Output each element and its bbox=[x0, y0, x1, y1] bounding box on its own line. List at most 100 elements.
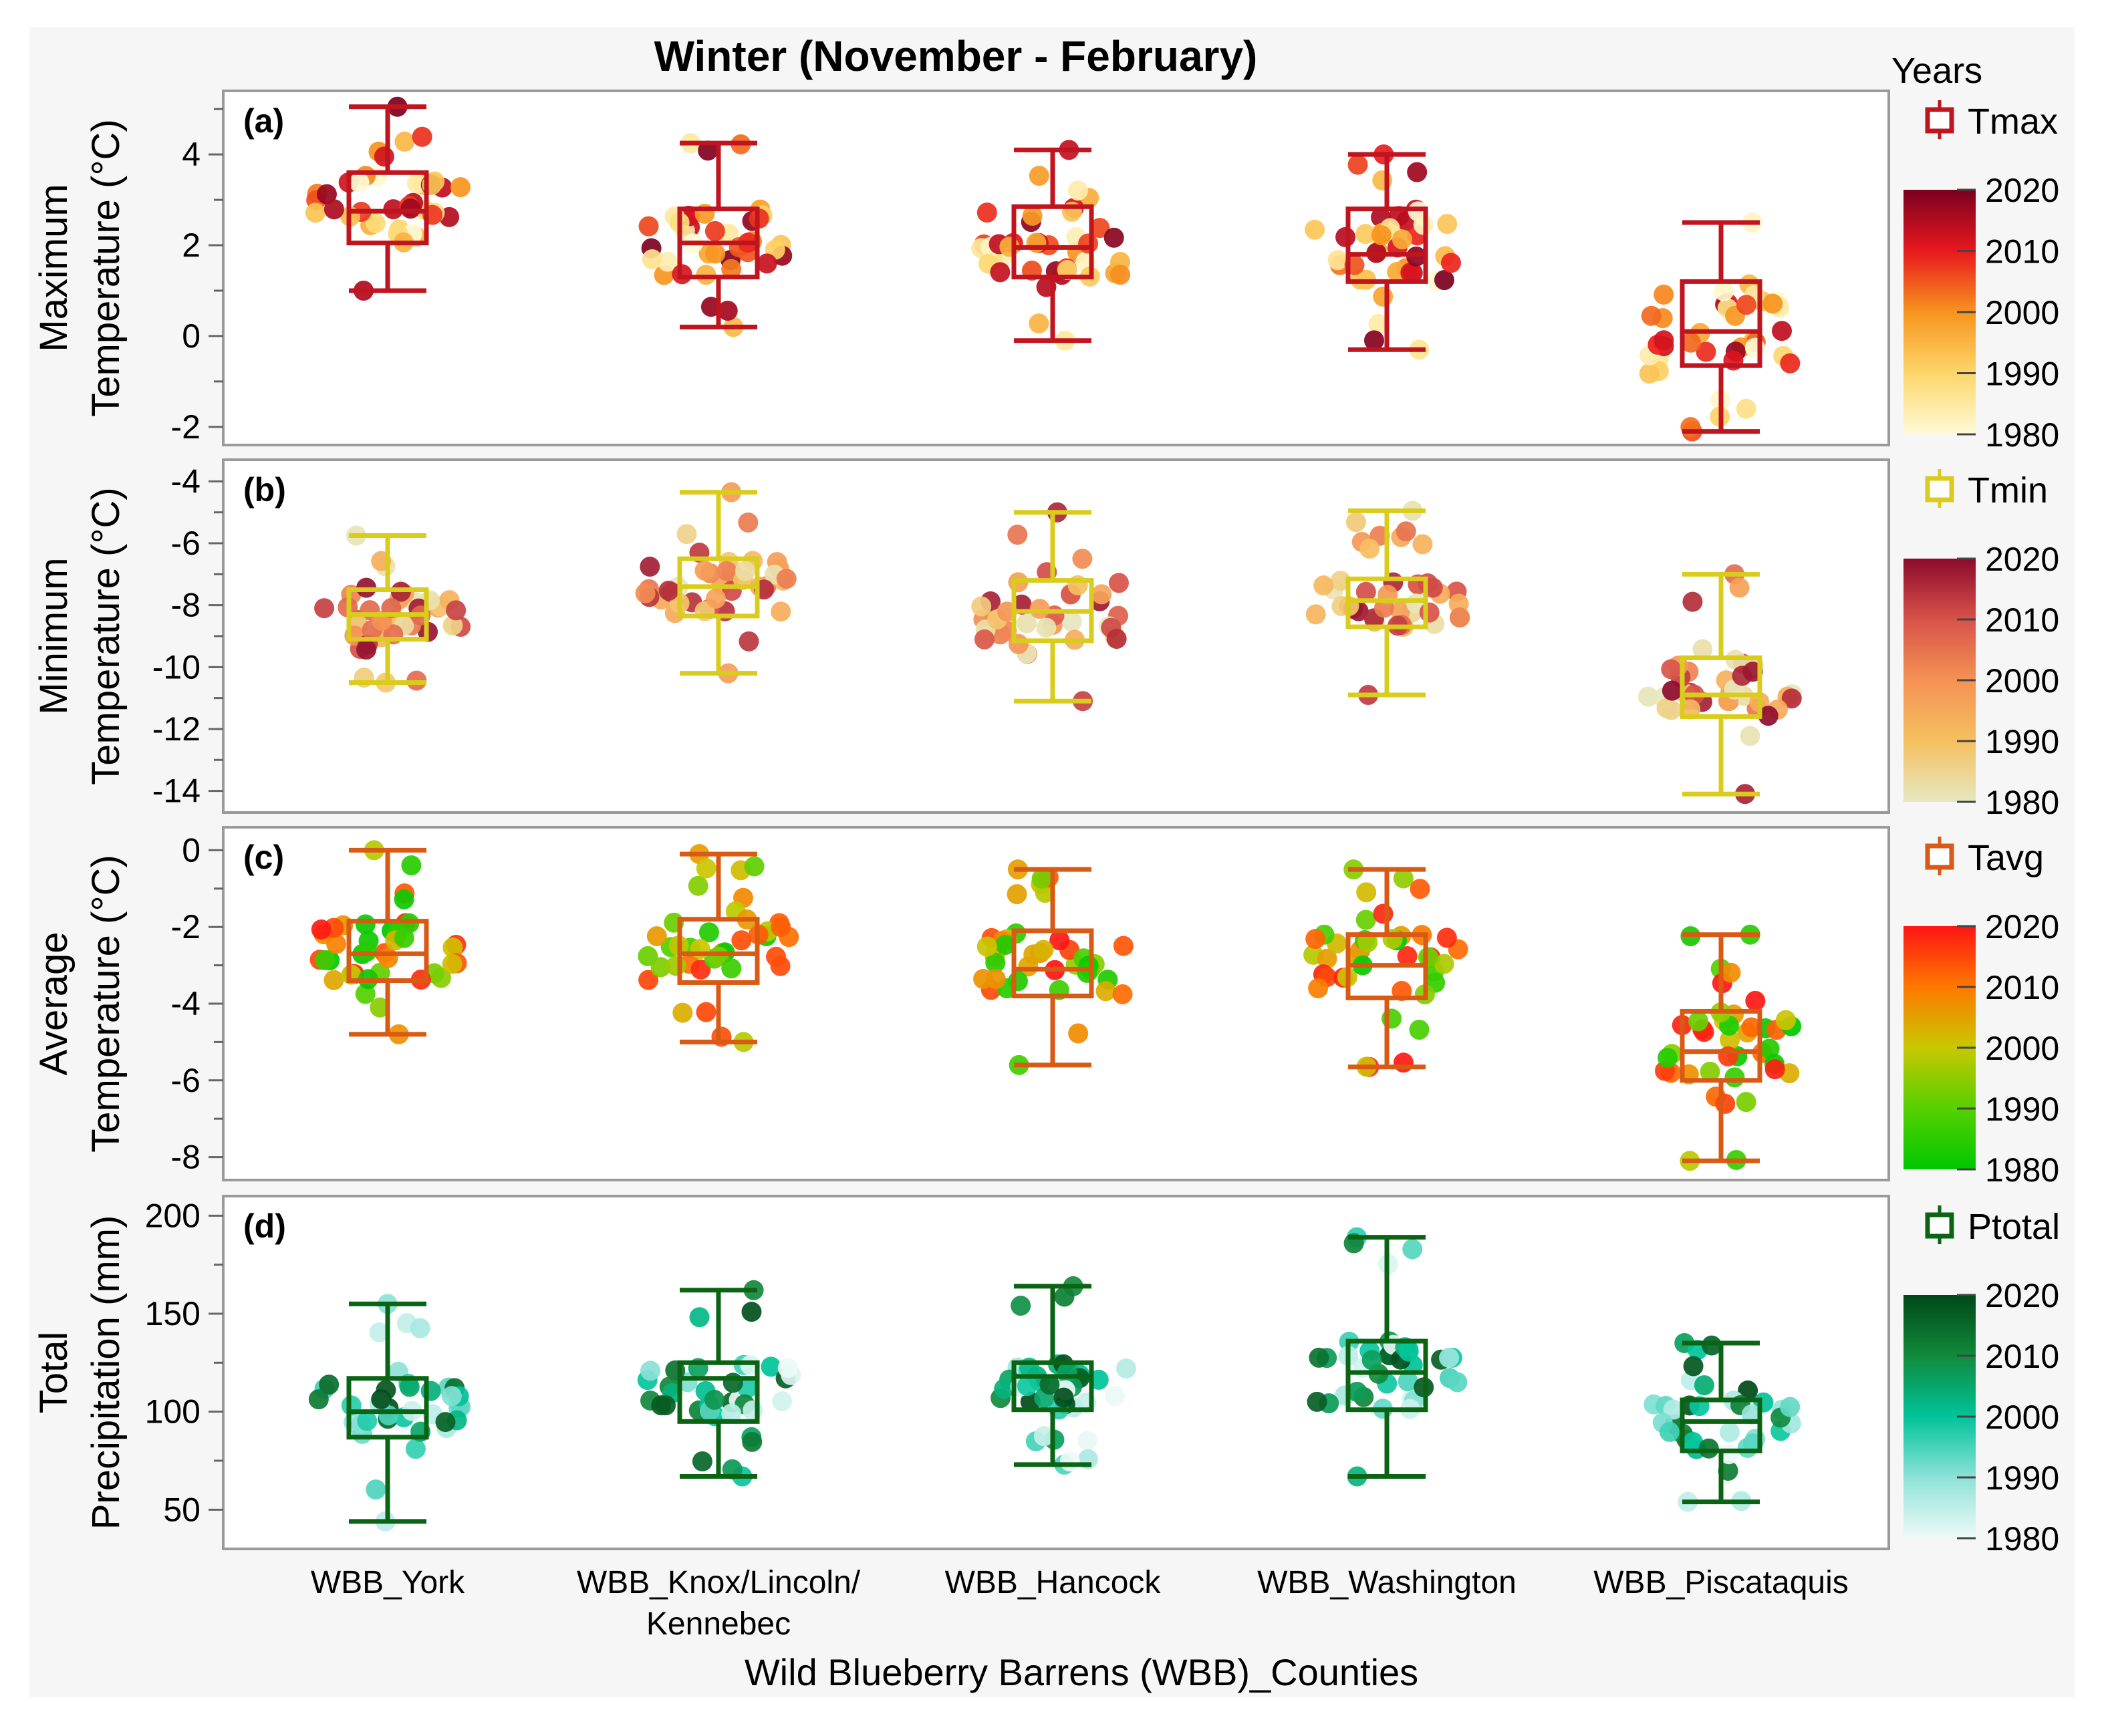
data-point bbox=[1398, 1341, 1419, 1362]
data-point bbox=[705, 243, 726, 264]
y-axis-label: Maximum bbox=[32, 184, 76, 351]
data-point bbox=[676, 524, 697, 545]
y-axis-label: Temperature (°C) bbox=[84, 487, 128, 784]
data-point bbox=[741, 1302, 762, 1322]
panel-tag: (b) bbox=[243, 471, 286, 509]
data-point bbox=[323, 970, 344, 990]
box-tmin-3 bbox=[971, 502, 1129, 712]
data-point bbox=[442, 954, 463, 974]
data-point bbox=[441, 1386, 462, 1407]
data-point bbox=[1683, 1356, 1704, 1377]
data-point bbox=[1029, 313, 1049, 334]
data-point bbox=[776, 569, 797, 589]
legend-label-tavg: Tavg bbox=[1968, 838, 2044, 878]
y-axis-label: Precipitation (mm) bbox=[84, 1215, 128, 1530]
x-tick-label-line: WBB_York bbox=[311, 1565, 465, 1600]
data-point bbox=[1409, 1019, 1430, 1040]
data-point bbox=[1095, 981, 1116, 1002]
data-point bbox=[1356, 882, 1377, 903]
panel-tavg: -8 -6 -4 -2 0 Average Temperature (°C) (c) Tavg 2… bbox=[32, 826, 2059, 1189]
data-point bbox=[356, 639, 376, 660]
data-point bbox=[694, 560, 715, 581]
data-point bbox=[1680, 417, 1701, 438]
data-point bbox=[650, 957, 671, 978]
data-point bbox=[1400, 262, 1421, 283]
data-point bbox=[1658, 1048, 1678, 1068]
data-point bbox=[1363, 330, 1384, 351]
data-point bbox=[698, 140, 718, 161]
data-point bbox=[1654, 330, 1674, 351]
data-point bbox=[1449, 607, 1470, 628]
data-point bbox=[1368, 313, 1389, 334]
data-point bbox=[1447, 1372, 1468, 1393]
data-point bbox=[315, 950, 336, 970]
data-point bbox=[365, 213, 386, 234]
data-point bbox=[370, 997, 390, 1018]
data-point bbox=[690, 959, 711, 980]
colorbar-tick-label: 1990 bbox=[1985, 723, 2059, 760]
data-point bbox=[314, 598, 335, 619]
colorbar-tick-label: 2000 bbox=[1985, 1030, 2059, 1067]
data-point bbox=[1373, 286, 1394, 307]
colorbar-tick-label: 2020 bbox=[1985, 1277, 2059, 1314]
data-point bbox=[705, 588, 726, 609]
data-point bbox=[1036, 617, 1057, 638]
data-point bbox=[1317, 948, 1337, 969]
data-point bbox=[976, 202, 997, 223]
iqr-box bbox=[1680, 279, 1762, 368]
data-point bbox=[1393, 868, 1414, 889]
box-tmin-4 bbox=[1305, 500, 1470, 705]
panel-tmax: -2 0 2 4 Maximum Temperature (°C) (a) Tmax 2020 2… bbox=[32, 90, 2059, 454]
y-tick-label: -4 bbox=[171, 462, 201, 500]
data-point bbox=[990, 262, 1011, 283]
box-tmax-2 bbox=[638, 133, 793, 337]
panel-tag: (d) bbox=[243, 1207, 286, 1245]
data-point bbox=[1759, 1038, 1780, 1059]
data-point bbox=[1305, 219, 1325, 240]
panel-tag: (c) bbox=[243, 839, 284, 876]
data-point bbox=[657, 251, 678, 272]
y-tick-label: -2 bbox=[171, 408, 201, 446]
data-point bbox=[1639, 363, 1660, 384]
data-point bbox=[700, 297, 721, 317]
legend-swatch-tmin bbox=[1925, 476, 1954, 502]
data-point bbox=[1077, 962, 1097, 983]
iqr-box bbox=[1011, 928, 1094, 999]
colorbar-tick-label: 1980 bbox=[1985, 1151, 2059, 1189]
data-point bbox=[420, 1381, 441, 1401]
data-point bbox=[1308, 978, 1329, 999]
y-tick-label: 0 bbox=[182, 831, 201, 869]
x-tick-label: WBB_Piscataquis bbox=[1593, 1565, 1849, 1600]
data-point bbox=[326, 933, 347, 954]
colorbar-tick-label: 1980 bbox=[1985, 1520, 2059, 1558]
x-tick-label: WBB_Hancock bbox=[945, 1565, 1162, 1600]
data-point bbox=[450, 177, 471, 198]
iqr-box bbox=[677, 1360, 760, 1424]
data-point bbox=[646, 926, 667, 947]
data-point bbox=[1029, 599, 1050, 619]
panel-tag: (a) bbox=[243, 102, 284, 140]
data-point bbox=[766, 946, 787, 967]
data-point bbox=[400, 198, 421, 219]
y-tick-label: -12 bbox=[152, 710, 201, 748]
plot-area-tavg bbox=[222, 826, 1890, 1181]
data-point bbox=[692, 1451, 712, 1471]
data-point bbox=[777, 1358, 798, 1379]
y-tick-label: -14 bbox=[152, 772, 201, 810]
box-tmax-5 bbox=[1639, 212, 1801, 442]
y-axis-label: Temperature (°C) bbox=[84, 855, 128, 1152]
x-tick-label: WBB_York bbox=[311, 1565, 465, 1600]
data-point bbox=[435, 1412, 456, 1433]
data-point bbox=[1437, 214, 1458, 235]
data-point bbox=[1780, 353, 1801, 374]
data-point bbox=[394, 927, 414, 948]
x-tick-label-line: WBB_Piscataquis bbox=[1593, 1565, 1849, 1600]
data-point bbox=[1371, 225, 1392, 246]
colorbar-tick-label: 2000 bbox=[1985, 662, 2059, 700]
data-point bbox=[1007, 525, 1028, 545]
data-point bbox=[311, 919, 332, 940]
data-point bbox=[405, 1439, 426, 1459]
data-point bbox=[1105, 1386, 1126, 1407]
legend-swatch-tavg bbox=[1925, 843, 1954, 870]
data-point bbox=[635, 583, 656, 603]
